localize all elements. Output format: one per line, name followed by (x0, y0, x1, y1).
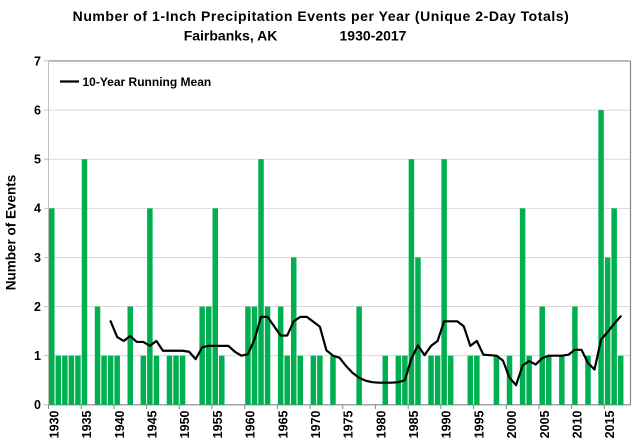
svg-text:1950: 1950 (178, 410, 192, 438)
svg-text:1935: 1935 (80, 410, 94, 438)
svg-text:2010: 2010 (571, 410, 585, 438)
svg-text:1: 1 (34, 349, 41, 363)
svg-text:2: 2 (34, 300, 41, 314)
svg-text:1930: 1930 (47, 410, 61, 438)
svg-text:1965: 1965 (276, 410, 290, 438)
svg-text:Number of 1-Inch Precipitation: Number of 1-Inch Precipitation Events pe… (73, 8, 570, 24)
svg-text:1970: 1970 (309, 410, 323, 438)
svg-text:1995: 1995 (472, 410, 486, 438)
svg-text:1975: 1975 (342, 410, 356, 438)
svg-text:1955: 1955 (211, 410, 225, 438)
svg-text:6: 6 (34, 103, 41, 117)
svg-text:0: 0 (34, 398, 41, 412)
svg-text:1985: 1985 (407, 410, 421, 438)
svg-text:2005: 2005 (538, 410, 552, 438)
svg-text:Number of Events: Number of Events (4, 175, 19, 291)
svg-text:1960: 1960 (244, 410, 258, 438)
svg-text:1945: 1945 (145, 410, 159, 438)
svg-text:1980: 1980 (374, 410, 388, 438)
svg-text:3: 3 (34, 251, 41, 265)
svg-text:1930-2017: 1930-2017 (340, 28, 407, 44)
svg-text:2015: 2015 (603, 410, 617, 438)
svg-text:1990: 1990 (440, 410, 454, 438)
svg-text:4: 4 (34, 202, 41, 216)
svg-text:Fairbanks, AK: Fairbanks, AK (184, 28, 278, 44)
svg-text:5: 5 (34, 153, 41, 167)
svg-text:1940: 1940 (113, 410, 127, 438)
svg-text:2000: 2000 (505, 410, 519, 438)
svg-text:10-Year Running Mean: 10-Year Running Mean (83, 75, 212, 89)
svg-text:7: 7 (34, 54, 41, 68)
